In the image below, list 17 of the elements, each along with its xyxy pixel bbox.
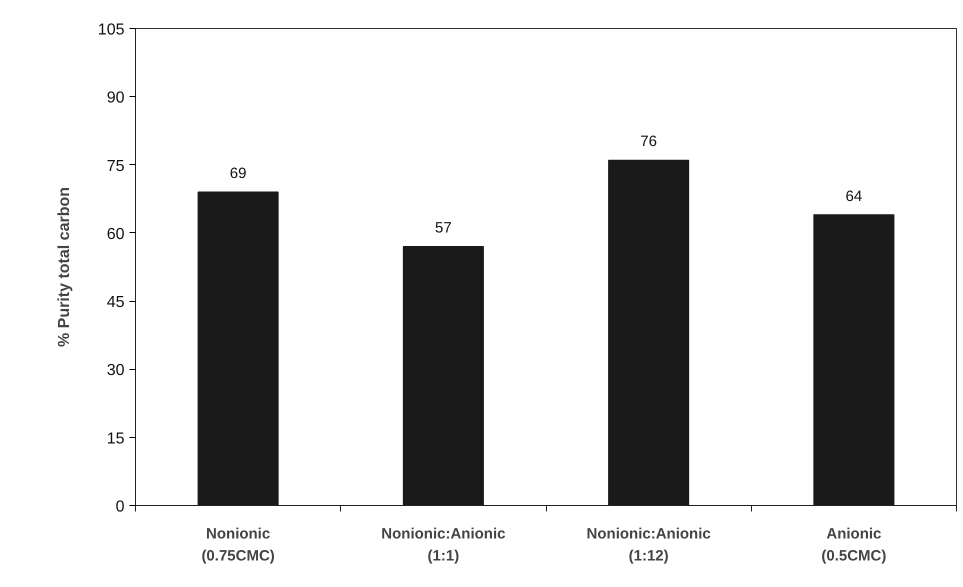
y-tick-label: 30 xyxy=(106,362,125,380)
y-tick-label: 0 xyxy=(116,498,125,516)
x-tick-label: Nonionic:Anionic (1:12) xyxy=(586,526,711,565)
data-label: 69 xyxy=(230,165,246,182)
y-tick-label: 60 xyxy=(106,226,125,243)
y-tick-label: 75 xyxy=(106,158,125,175)
y-tick-label: 45 xyxy=(106,294,125,312)
y-axis-title: % Purity total carbon xyxy=(56,186,73,348)
x-tick-label: Anionic (0.5CMC) xyxy=(821,526,886,565)
x-tick-label: Nonionic:Anionic (1:1) xyxy=(381,526,506,565)
data-label: 57 xyxy=(435,220,452,237)
data-label: 64 xyxy=(846,188,862,205)
data-label: 76 xyxy=(640,133,657,150)
y-tick-label: 90 xyxy=(106,90,125,107)
x-tick-label: Nonionic (0.75CMC) xyxy=(201,526,275,565)
y-tick-label: 105 xyxy=(98,22,125,38)
y-tick-label: 15 xyxy=(106,430,125,448)
